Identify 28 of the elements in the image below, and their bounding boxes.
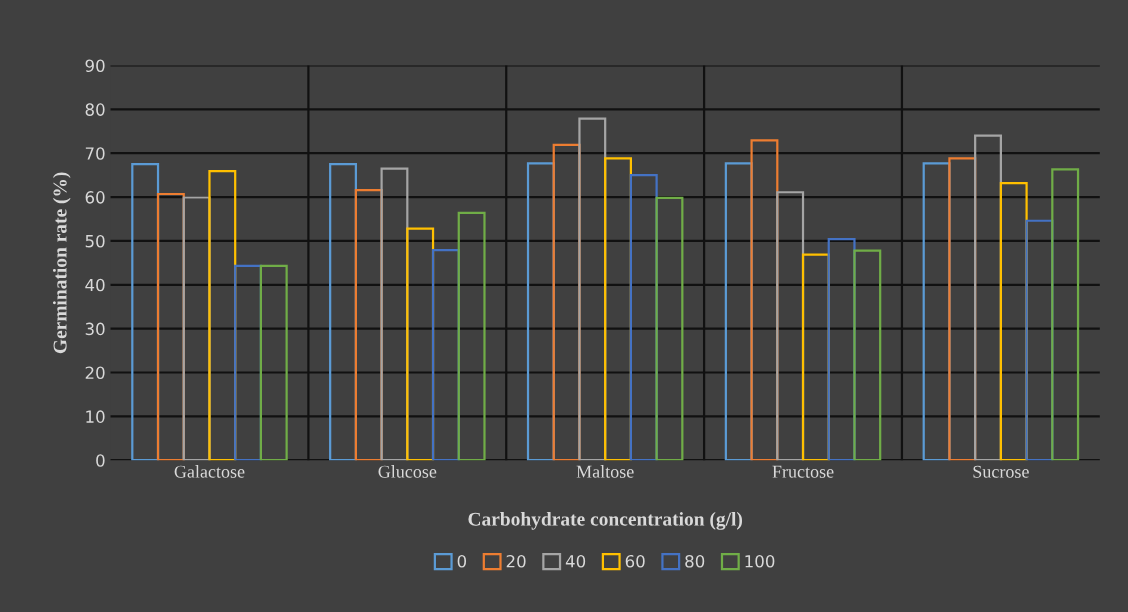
y-tick-label: 10 xyxy=(86,410,105,423)
y-tick-label: 50 xyxy=(85,234,105,248)
y-tick-label: 30 xyxy=(85,322,105,336)
y-tick-label: 90 xyxy=(85,59,105,73)
legend-label: 20 xyxy=(506,554,526,568)
legend-label: 100 xyxy=(745,554,775,568)
legend-label: 40 xyxy=(565,554,586,568)
y-axis-title: Germination rate (%) xyxy=(52,172,71,354)
x-tick-label: Glucose xyxy=(378,465,437,478)
bar xyxy=(457,211,486,461)
y-tick-label: 20 xyxy=(85,366,105,380)
x-tick-label: Sucrose xyxy=(973,465,1029,478)
y-tick-label: 40 xyxy=(85,278,105,292)
y-tick-label: 0 xyxy=(96,454,105,467)
bar xyxy=(259,264,288,461)
y-tick-label: 70 xyxy=(85,147,105,160)
legend-label: 0 xyxy=(457,554,467,568)
x-axis-title: Carbohydrate concentration (g/l) xyxy=(468,512,743,530)
legend-label: 60 xyxy=(625,554,645,568)
x-tick-label: Galactose xyxy=(174,465,245,478)
x-tick-label: Maltose xyxy=(576,465,634,478)
bar xyxy=(1051,168,1080,461)
y-tick-label: 60 xyxy=(85,191,105,204)
y-tick-label: 80 xyxy=(85,103,105,116)
legend-label: 80 xyxy=(685,554,705,568)
x-tick-label: Fructose xyxy=(772,465,834,478)
bar xyxy=(853,249,882,461)
bar xyxy=(655,196,684,461)
